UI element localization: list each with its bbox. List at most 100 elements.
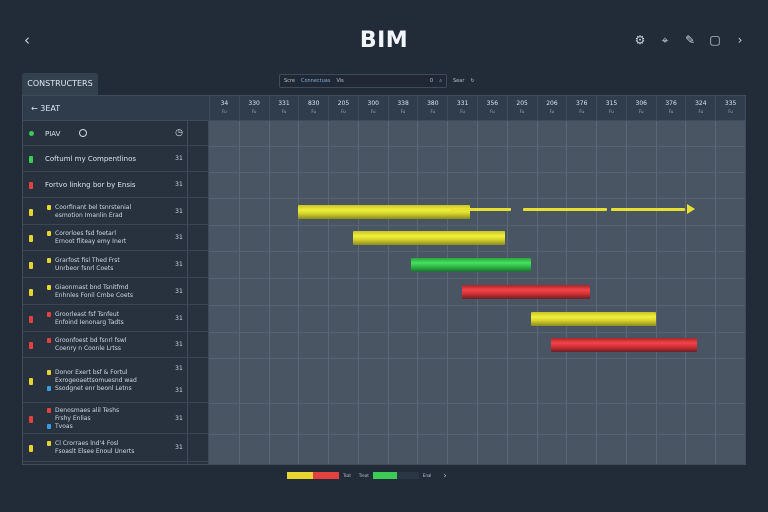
column-date: 330 [248, 100, 260, 107]
grid-row-line [209, 225, 745, 226]
task-name: Tvoas [55, 423, 73, 430]
task-row[interactable]: Cororloes fsd foetarl Ernoot fliteay emy … [23, 225, 209, 251]
gantt-bar[interactable] [298, 205, 470, 219]
timeline-column-header[interactable]: 206 Fu [536, 96, 567, 121]
page-title: BIM [359, 28, 409, 53]
task-type-icon [47, 205, 51, 210]
pen-icon[interactable]: ✎ [684, 33, 696, 47]
task-row[interactable]: Denosmaes alil Teshs Frshy Enlias Tvoas 31 [23, 403, 209, 434]
task-row[interactable]: Grarfost fisl Thed Frst Unrbeor fsnrl Coe… [23, 251, 209, 278]
timeline-column-header[interactable]: 830 Fu [298, 96, 328, 121]
task-row[interactable]: Groorleast fsf Tsnfeut Enfoind Ienonarg T… [23, 305, 209, 332]
task-name: Unrbeor fsnrl Coets [55, 265, 114, 272]
timeline-column-header[interactable]: 300 Fu [357, 96, 388, 121]
clock-icon[interactable]: ◷ [175, 128, 183, 138]
task-row[interactable]: Donor Exert bsf & Fortul Exrogeoaettsomue… [23, 358, 209, 403]
task-list-header[interactable]: ← 3EAT [23, 96, 209, 121]
task-row[interactable]: Fortvo linkng bor by Ensis 31 [23, 172, 209, 198]
view-label[interactable]: Vis [336, 78, 344, 84]
timeline-column-header[interactable]: 376 Fu [566, 96, 596, 121]
status-marker [29, 416, 33, 423]
grid-line [328, 121, 330, 464]
timeline-column-header[interactable]: 205 Fu [328, 96, 358, 121]
task-type-icon [47, 441, 51, 446]
timeline-column-header[interactable]: 324 Fu [685, 96, 715, 121]
grid-row-line [209, 278, 745, 279]
timeline-column-header[interactable]: 34 Fu [209, 96, 239, 121]
grid-line [655, 121, 657, 464]
grid-line [357, 121, 359, 464]
grid-line [685, 121, 687, 464]
task-type-icon [47, 370, 51, 375]
column-subdate: Fu [579, 109, 585, 114]
timeline-column-header[interactable]: 380 Fu [417, 96, 447, 121]
grid-row-line [209, 434, 745, 435]
task-row[interactable]: Coorfinant bel tsnrstenial esmotion Imanl… [23, 198, 209, 225]
column-date: 206 [546, 100, 558, 107]
zoom-label[interactable]: Sear [453, 78, 465, 84]
legend-swatch [396, 472, 419, 479]
grid-line [447, 121, 449, 464]
task-name: PIAV [45, 130, 61, 138]
task-name: Coorfinant bel tsnrstenial [55, 204, 132, 211]
filter-label[interactable]: Connectuas [300, 78, 331, 84]
task-value: 31 [175, 444, 183, 451]
arrow-left-icon[interactable]: ← [31, 104, 38, 113]
column-date: 205 [516, 100, 528, 107]
toggle-circle-icon[interactable] [79, 129, 87, 137]
status-marker [29, 445, 33, 452]
gantt-bar[interactable] [411, 258, 531, 272]
task-name: Ssodgnet enr beonl Letns [55, 385, 132, 392]
refresh-icon[interactable]: ↻ [470, 78, 475, 84]
column-date: 830 [307, 100, 320, 107]
forward-icon[interactable]: › [737, 33, 743, 47]
timeline-column-header[interactable]: 338 Fu [387, 96, 418, 121]
task-name: Donor Exert bsf & Fortul [55, 369, 128, 376]
timeline-column-header[interactable]: 306 Fu [625, 96, 656, 121]
task-row[interactable]: Coftuml my Compentlinos 31 [23, 146, 209, 172]
status-marker [29, 342, 33, 349]
legend-swatch [372, 472, 397, 479]
task-name: Frshy Enlias [55, 415, 91, 422]
timeline-grid[interactable]: 34 Fu 330 Fu 331 Fu 830 Fu 205 Fu 300 Fu 338 Fu 380 Fu 3… [209, 96, 745, 464]
task-row[interactable]: Giaonrnast bnd Tsnitfmd Enhnles Fonil Cmb… [23, 278, 209, 305]
task-name: Fortvo linkng bor by Ensis [45, 181, 136, 189]
settings-icon[interactable]: ⚙ [634, 33, 646, 47]
task-name: Coenry n Coonle Lrtss [55, 345, 122, 352]
timeline-column-header[interactable]: 331 Fu [268, 96, 299, 121]
back-chevron-icon[interactable]: ‹ [24, 31, 30, 49]
legend-next-icon[interactable]: › [443, 471, 447, 480]
gantt-bar[interactable] [353, 231, 506, 245]
task-value: 31 [175, 288, 183, 295]
timeline-column-header[interactable]: 376 Fu [655, 96, 686, 121]
timeline-column-header[interactable]: 356 Fu [477, 96, 507, 121]
task-row[interactable]: Cl Crorraes lnd'4 Fosl Fsoaslt Elsee Enou… [23, 434, 209, 462]
search-input[interactable]: Scre Connectuas Vis 0 ⌕ [279, 74, 447, 88]
timeline-column-header[interactable]: 330 Fu [238, 96, 269, 121]
tab-constructers[interactable]: CONSTRUCTERS [22, 73, 98, 95]
gantt-bar[interactable] [551, 338, 698, 352]
task-name: Exrogeoaettsomuesnd wad [55, 377, 137, 384]
task-name: esmotion Imanlin Erad [55, 212, 123, 219]
task-type-icon [47, 338, 51, 343]
legend-label: Enal [422, 473, 432, 478]
doc-icon[interactable]: ▢ [709, 33, 721, 47]
legend-label: Treat [358, 473, 369, 478]
task-value: 31 [175, 315, 183, 322]
column-date: 335 [724, 100, 737, 107]
gantt-bar[interactable] [462, 285, 591, 299]
timeline-column-header[interactable]: 331 Fu [447, 96, 477, 121]
column-date: 376 [575, 100, 588, 107]
search-icon[interactable]: ⌕ [439, 78, 442, 84]
grid-row-line [209, 332, 745, 333]
task-row[interactable]: PIAV ◷ [23, 121, 209, 146]
timeline-column-header[interactable]: 315 Fu [596, 96, 626, 121]
task-row[interactable]: Groonfoest bd fsnrl fswl Coenry n Coonle … [23, 332, 209, 358]
timeline-column-header[interactable]: 335 Fu [715, 96, 745, 121]
task-name: Enfoind Ienonarg Tadts [55, 319, 124, 326]
top-bar: ‹ BIM ⚙ ⌖ ✎ ▢ › [0, 0, 768, 70]
timeline-column-header[interactable]: 205 Fu [506, 96, 537, 121]
task-type-icon [47, 258, 51, 263]
pin-icon[interactable]: ⌖ [661, 33, 669, 47]
gantt-bar[interactable] [530, 312, 656, 326]
